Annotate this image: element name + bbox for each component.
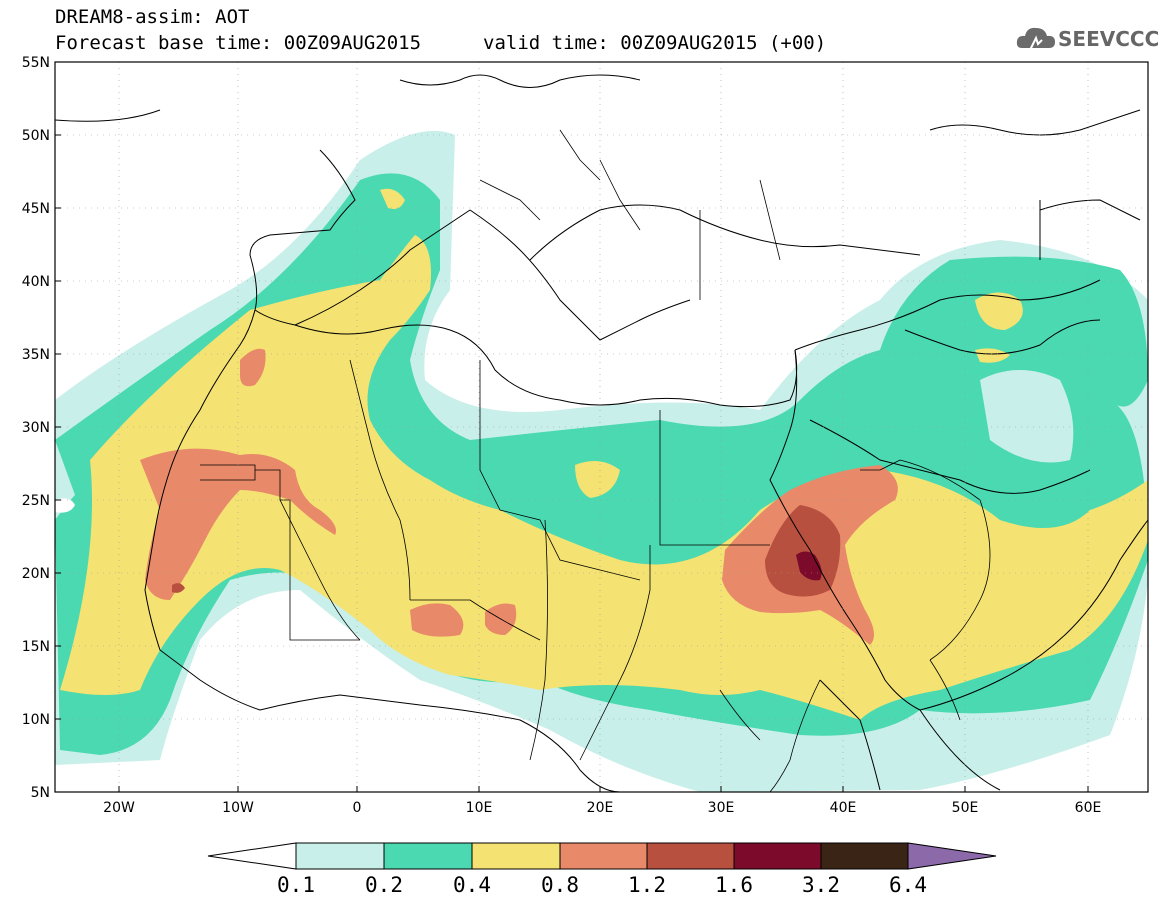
colorbar-label: 3.2 (802, 873, 840, 897)
lat-label: 25N (22, 493, 50, 509)
colorbar-label: 0.4 (453, 873, 491, 897)
lon-label: 10E (466, 800, 493, 816)
colorbar-label: 6.4 (889, 873, 927, 897)
lon-label: 50E (952, 800, 979, 816)
coastlines (55, 74, 1148, 792)
map-title: DREAM8-assim: AOT (55, 6, 250, 28)
lat-label: 30N (22, 420, 50, 436)
lat-label: 15N (22, 639, 50, 655)
gridlines (55, 62, 1148, 792)
aot-contour-1.6 (796, 551, 822, 581)
colorbar-label: 0.8 (541, 873, 579, 897)
colorbar-over-triangle (907, 842, 997, 870)
lat-label: 5N (31, 785, 50, 801)
forecast-base-time: Forecast base time: 00Z09AUG2015 (55, 32, 422, 54)
seevccc-logo: SEEVCCC (1016, 24, 1159, 54)
lat-label: 55N (22, 55, 50, 71)
cloud-icon (1016, 27, 1055, 51)
colorbar-swatch (559, 842, 648, 870)
lon-label: 30E (708, 800, 735, 816)
aot-contour-0.8 (140, 448, 336, 600)
lat-label: 10N (22, 712, 50, 728)
country-borders (200, 129, 991, 792)
aot-contour-0.4 (60, 235, 1148, 720)
lat-label: 40N (22, 274, 50, 290)
colorbar-swatch (646, 842, 735, 870)
lon-label: 20W (103, 800, 135, 816)
colorbar-label: 1.2 (628, 873, 666, 897)
longitude-labels: 20W 10W 0 10E 20E 30E 40E 50E 60E (103, 800, 1101, 816)
lon-label: 20E (587, 800, 614, 816)
colorbar-swatch (383, 842, 473, 870)
lat-label: 50N (22, 128, 50, 144)
lat-label: 35N (22, 347, 50, 363)
aot-field (55, 62, 1148, 792)
colorbar-label: 0.2 (365, 873, 403, 897)
colorbar-swatch (820, 842, 909, 870)
lon-label: 10W (222, 800, 254, 816)
valid-time: valid time: 00Z09AUG2015 (+00) (483, 32, 827, 54)
lon-label: 0 (353, 800, 362, 816)
colorbar-under-triangle (207, 842, 297, 870)
lon-label: 60E (1075, 800, 1102, 816)
colorbar-label: 1.6 (715, 873, 753, 897)
colorbar-swatch (295, 842, 385, 870)
lat-label: 20N (22, 566, 50, 582)
lon-label: 40E (830, 800, 857, 816)
colorbar: 0.1 0.2 0.4 0.8 1.2 1.6 3.2 6.4 (207, 842, 997, 897)
colorbar-label: 0.1 (277, 873, 315, 897)
latitude-labels: 55N 50N 45N 40N 35N 30N 25N 20N 15N 10N … (22, 55, 50, 801)
lat-label: 45N (22, 201, 50, 217)
colorbar-swatch (733, 842, 822, 870)
colorbar-swatch (471, 842, 561, 870)
tick-marks (55, 61, 1089, 793)
